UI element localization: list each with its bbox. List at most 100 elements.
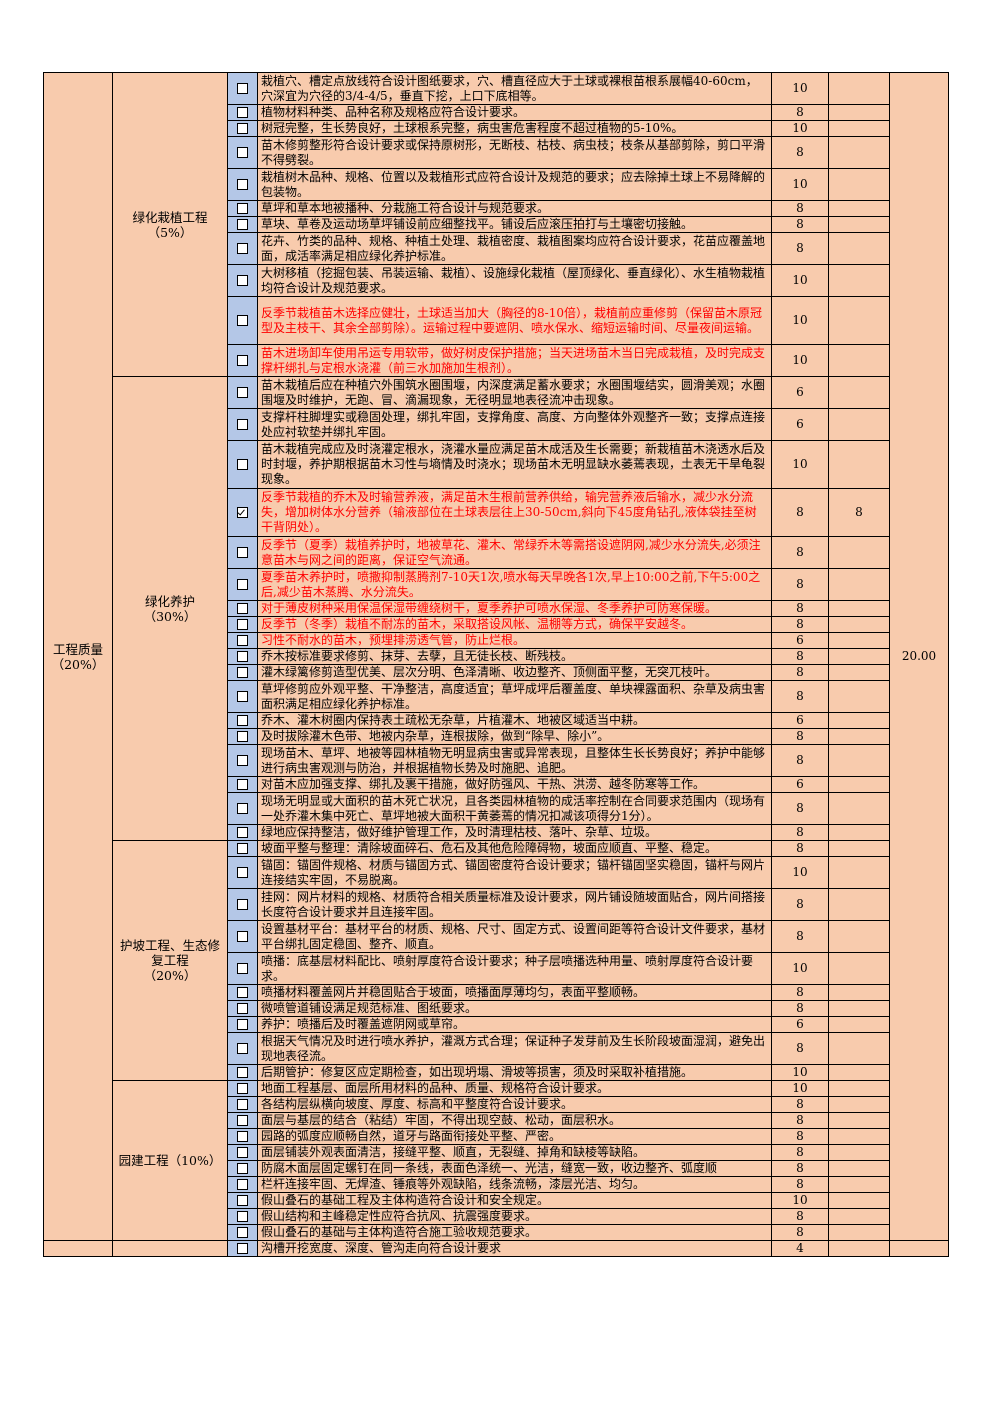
actual-score — [828, 1096, 890, 1113]
actual-score — [828, 680, 890, 713]
actual-score — [828, 264, 890, 297]
checkbox-icon[interactable] — [237, 243, 248, 254]
actual-score — [828, 1016, 890, 1033]
checkbox-icon[interactable] — [237, 867, 248, 878]
table-row: 工程质量 （20%） 绿化栽植工程 （5%） 栽植穴、槽定点放线符合设计图纸要求，穴、槽… — [43, 72, 949, 1241]
checkbox-icon[interactable] — [237, 1067, 248, 1078]
table-row: 喷播：底基层材料配比、喷射厚度符合设计要求；种子层喷播选种用量、喷射厚度符合设计… — [44, 952, 949, 985]
table-row: 面层与基层的结合（粘结）牢固，不得出现空鼓、松动，面层积水。 8 — [44, 1112, 949, 1129]
standard-score: 10 — [771, 1064, 829, 1081]
standard-score: 8 — [771, 680, 829, 713]
actual-score — [828, 120, 890, 137]
checkbox-icon[interactable] — [237, 715, 248, 726]
checkbox-icon[interactable] — [237, 1211, 248, 1222]
checkbox-icon[interactable] — [237, 1243, 248, 1254]
table-row: 草坪和草本地被播种、分栽施工符合设计与规范要求。 8 — [44, 200, 949, 217]
checkbox-icon[interactable] — [237, 899, 248, 910]
checkbox-icon[interactable] — [237, 203, 248, 214]
actual-score — [828, 632, 890, 649]
checkbox-icon[interactable] — [237, 803, 248, 814]
checkbox-icon[interactable] — [237, 1195, 248, 1206]
checkbox-cell — [227, 344, 258, 377]
standard-score: 8 — [771, 648, 829, 665]
checkbox-cell — [227, 712, 258, 729]
checkbox-icon[interactable] — [237, 547, 248, 558]
checkbox-icon[interactable] — [237, 355, 248, 366]
actual-score — [828, 136, 890, 169]
table-row: 反季节栽植苗木选择应健壮，土球适当加大（胸径的8-10倍），栽植前应重修剪（保留… — [44, 296, 949, 345]
criteria-text: 根据天气情况及时进行喷水养护，灌溉方式合理；保证种子发芽前及生长阶段坡面湿润，避… — [257, 1032, 772, 1065]
checkbox-icon[interactable] — [237, 1115, 248, 1126]
standard-score: 6 — [771, 776, 829, 793]
checkbox-icon[interactable] — [237, 123, 248, 134]
checkbox-icon[interactable] — [237, 83, 248, 94]
checkbox-icon[interactable] — [237, 755, 248, 766]
checkbox-icon[interactable] — [237, 1163, 248, 1174]
actual-score — [828, 72, 890, 105]
checkbox-icon[interactable] — [237, 619, 248, 630]
criteria-text: 设置基材平台：基材平台的材质、规格、尺寸、固定方式、设置间距等符合设计文件要求，… — [257, 920, 772, 953]
checkbox-icon[interactable] — [237, 1131, 248, 1142]
actual-score — [828, 712, 890, 729]
subsection-cell: 绿化养护 （30%） — [112, 376, 228, 841]
criteria-text: 反季节栽植的乔木及时输营养液，满足苗木生根前营养供给，输完营养液后输水，减少水分… — [257, 488, 772, 537]
checkbox-icon[interactable] — [237, 219, 248, 230]
checkbox-icon[interactable] — [237, 843, 248, 854]
checkbox-icon[interactable] — [237, 691, 248, 702]
checkbox-icon[interactable] — [237, 667, 248, 678]
checkbox-icon[interactable] — [237, 635, 248, 646]
checkbox-icon[interactable] — [237, 315, 248, 326]
actual-score — [828, 1112, 890, 1129]
checkbox-checked-icon[interactable] — [237, 507, 248, 518]
checkbox-icon[interactable] — [237, 731, 248, 742]
checkbox-icon[interactable] — [237, 107, 248, 118]
checkbox-icon[interactable] — [237, 779, 248, 790]
checkbox-icon[interactable] — [237, 1043, 248, 1054]
checkbox-icon[interactable] — [237, 1179, 248, 1190]
criteria-text: 苗木进场卸车使用吊运专用软带，做好树皮保护措施；当天进场苗木当日完成栽植，及时完… — [257, 344, 772, 377]
table-row: 现场无明显或大面积的苗木死亡状况，且各类园林植物的成活率控制在合同要求范围内（现… — [44, 792, 949, 825]
checkbox-icon[interactable] — [237, 603, 248, 614]
table-row: 夏季苗木养护时，喷撒抑制蒸腾剂7-10天1次,喷水每天早晚各1次,早上10:00… — [44, 568, 949, 601]
checkbox-icon[interactable] — [237, 1003, 248, 1014]
checkbox-cell — [227, 1128, 258, 1145]
subsection-percent: （30%） — [143, 608, 197, 624]
actual-score — [828, 1208, 890, 1225]
table-row: 栏杆连接牢固、无焊渣、锤痕等外观缺陷，线条流畅，漆层光洁、均匀。 8 — [44, 1176, 949, 1193]
checkbox-icon[interactable] — [237, 579, 248, 590]
criteria-text: 栽植树木品种、规格、位置以及栽植形式应符合设计及规范的要求；应去除掉土球上不易降… — [257, 168, 772, 201]
standard-score: 8 — [771, 1176, 829, 1193]
checkbox-icon[interactable] — [237, 275, 248, 286]
criteria-text: 反季节（冬季）栽植不耐冻的苗木，采取搭设风帐、温棚等方式，确保平安越冬。 — [257, 616, 772, 633]
checkbox-icon[interactable] — [237, 1099, 248, 1110]
checkbox-cell — [227, 824, 258, 841]
actual-score — [828, 536, 890, 569]
checkbox-icon[interactable] — [237, 1147, 248, 1158]
checkbox-icon[interactable] — [237, 987, 248, 998]
criteria-text: 草块、草卷及运动场草坪铺设前应细整找平。铺设后应滚压拍打与土壤密切接触。 — [257, 216, 772, 233]
checkbox-icon[interactable] — [237, 419, 248, 430]
checkbox-icon[interactable] — [237, 179, 248, 190]
checkbox-cell — [227, 1032, 258, 1065]
checkbox-icon[interactable] — [237, 1083, 248, 1094]
actual-score — [828, 856, 890, 889]
actual-score — [828, 168, 890, 201]
checkbox-icon[interactable] — [237, 1227, 248, 1238]
checkbox-icon[interactable] — [237, 651, 248, 662]
checkbox-icon[interactable] — [237, 459, 248, 470]
checkbox-icon[interactable] — [237, 963, 248, 974]
table-row: 绿化养护 （30%） 苗木栽植后应在种植穴外围筑水圈围堰，内深度满足蓄水要求；水圈围… — [44, 376, 949, 841]
criteria-text: 对于薄皮树种采用保温保湿带缠绕树干，夏季养护可喷水保湿、冬季养护可防寒保暖。 — [257, 600, 772, 617]
checkbox-icon[interactable] — [237, 1019, 248, 1030]
criteria-text: 花卉、竹类的品种、规格、种植土处理、栽植密度、栽植图案均应符合设计要求，花苗应覆… — [257, 232, 772, 265]
table-row: 各结构层纵横向坡度、厚度、标高和平整度符合设计要求。 8 — [44, 1096, 949, 1113]
checkbox-icon[interactable] — [237, 931, 248, 942]
table-row: 灌木绿篱修剪造型优美、层次分明、色泽清晰、收边整齐、顶侧面平整，无突兀枝叶。 8 — [44, 664, 949, 681]
standard-score: 10 — [771, 952, 829, 985]
subsection-name: 绿化养护 — [144, 593, 195, 609]
standard-score: 8 — [771, 568, 829, 601]
checkbox-icon[interactable] — [237, 387, 248, 398]
checkbox-icon[interactable] — [237, 827, 248, 838]
checkbox-icon[interactable] — [237, 147, 248, 158]
actual-score — [828, 952, 890, 985]
